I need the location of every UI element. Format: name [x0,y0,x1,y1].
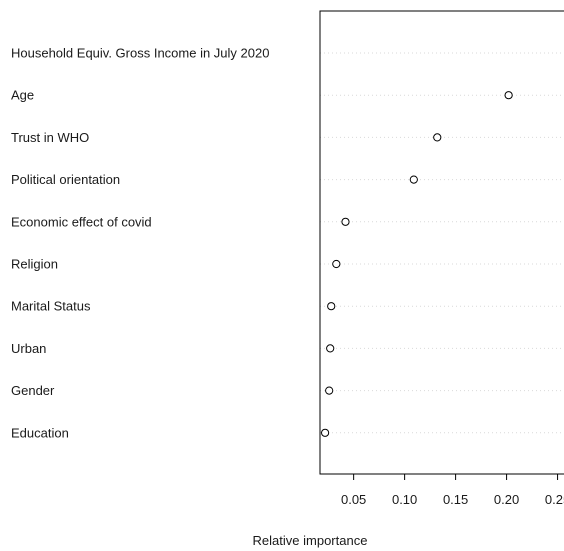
x-axis-title: Relative importance [253,533,368,548]
category-label: Trust in WHO [11,130,89,145]
category-label: Household Equiv. Gross Income in July 20… [11,46,269,61]
category-label: Age [11,88,34,103]
x-tick-label: 0.05 [341,492,366,507]
category-labels: Household Equiv. Gross Income in July 20… [11,46,269,441]
plot-frame [319,10,564,475]
category-label: Marital Status [11,299,91,314]
data-point [341,217,350,226]
x-tick-label: 0.25 [545,492,564,507]
data-point [409,175,418,184]
data-point [326,344,335,353]
data-point [327,302,336,311]
x-tick-label: 0.10 [392,492,417,507]
data-point [504,91,513,100]
category-label: Economic effect of covid [11,214,152,229]
category-label: Religion [11,257,58,272]
category-label: Urban [11,341,46,356]
data-point [332,259,341,269]
category-label: Gender [11,383,55,398]
x-tick-label: 0.15 [443,492,468,507]
data-point [325,386,334,395]
x-tick-label: 0.20 [494,492,519,507]
guide-lines [320,52,564,434]
category-label: Political orientation [11,172,120,187]
data-point [320,428,330,437]
data-point [433,133,442,142]
data-points [320,91,513,437]
category-label: Education [11,425,69,440]
x-axis: 0.05 0.10 0.15 0.20 0.25 [341,474,564,507]
